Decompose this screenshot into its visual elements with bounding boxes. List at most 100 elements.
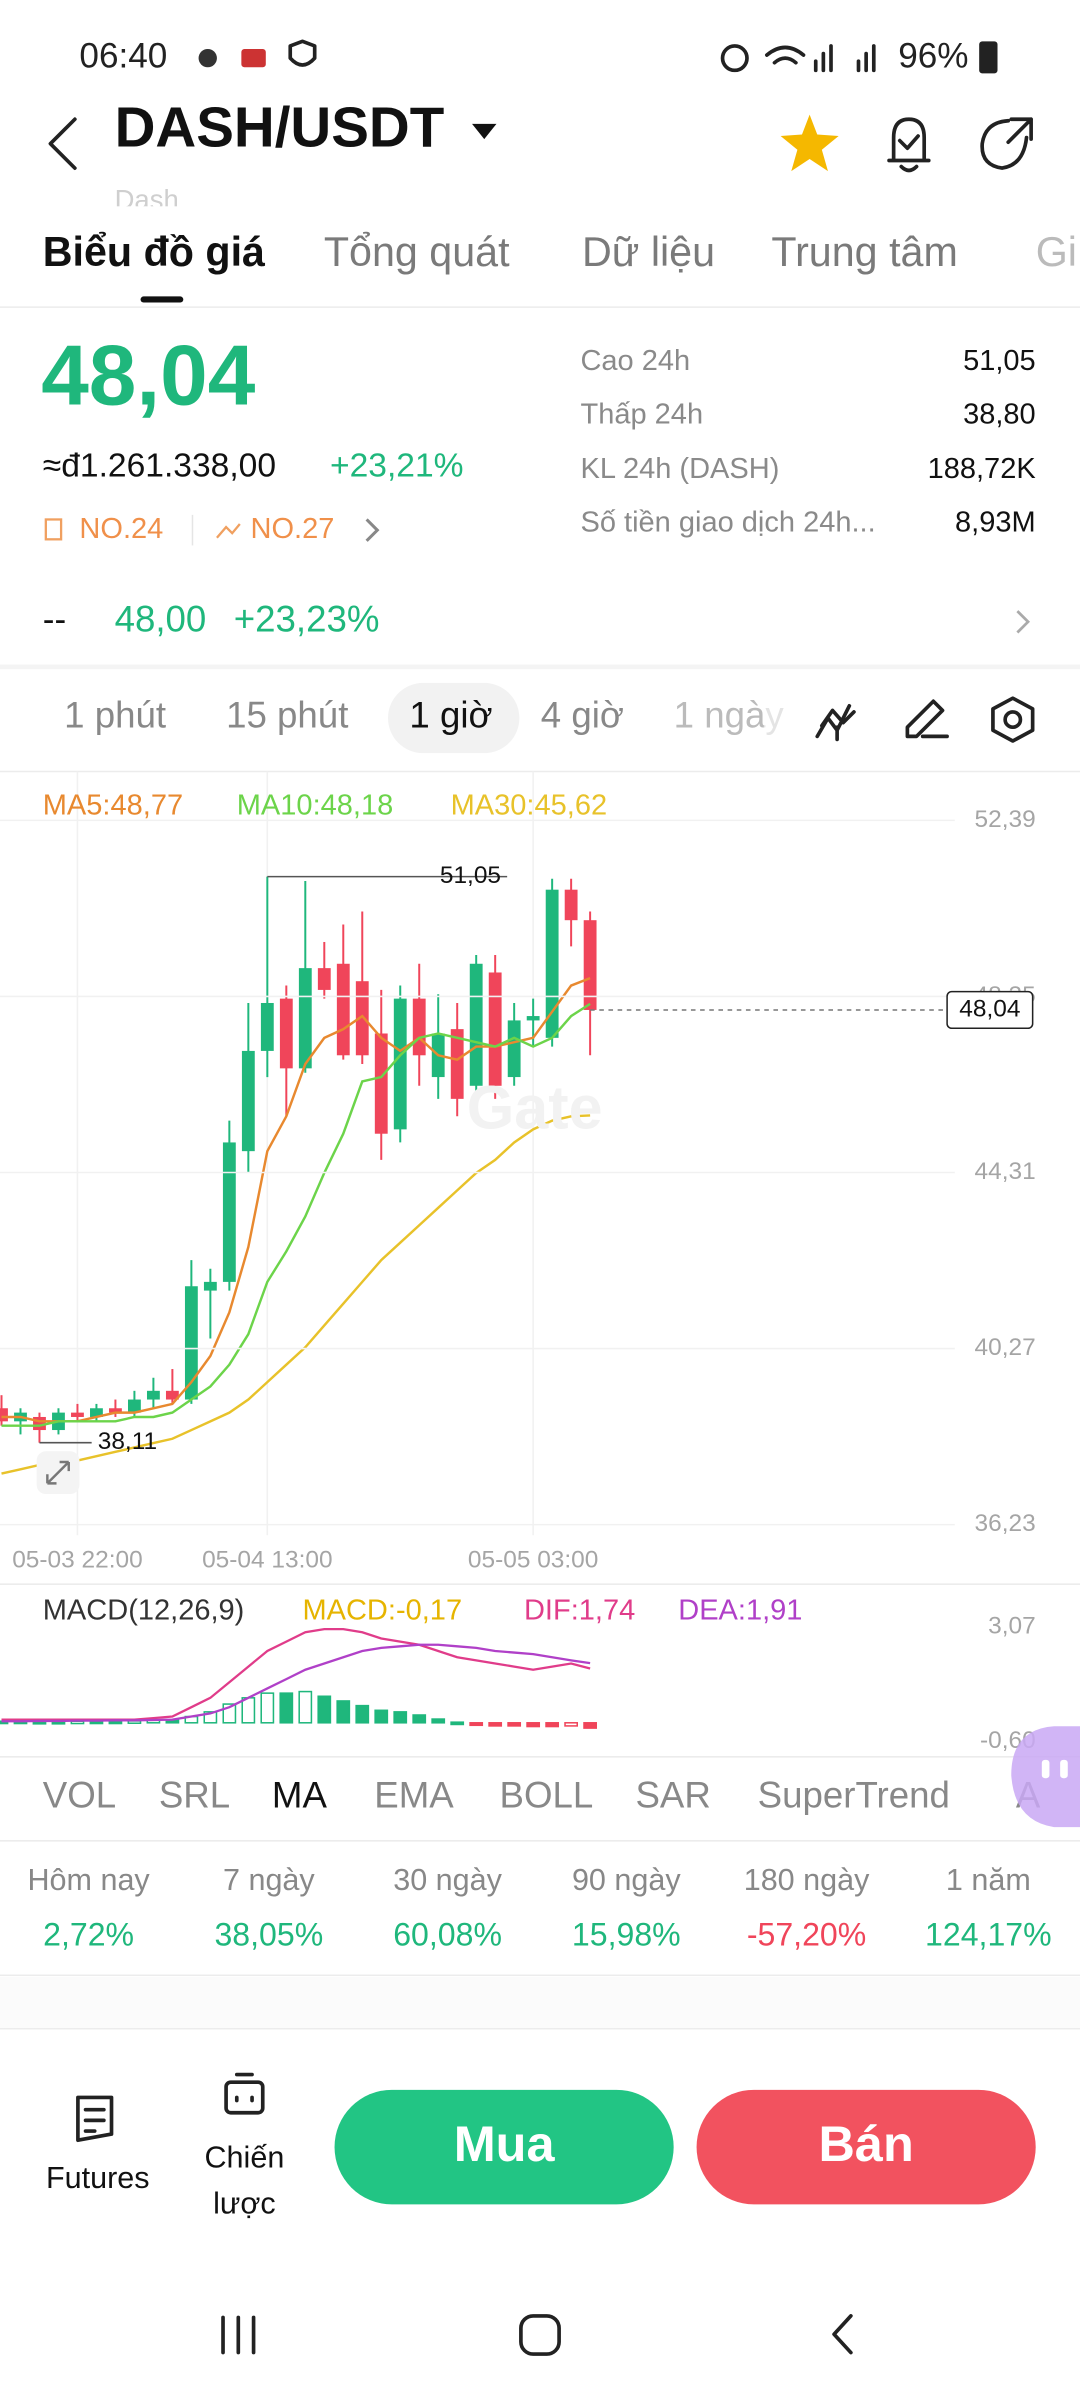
strategy-icon[interactable] [224,2080,265,2115]
sell-label[interactable]: Bán [819,2115,914,2172]
buy-button[interactable] [334,2089,674,2205]
nav-back[interactable] [832,2314,853,2355]
rank-icon [44,518,63,541]
candle-body [241,1050,255,1152]
strategy-icon[interactable] [234,2072,254,2103]
back-button[interactable] [48,117,77,170]
macd-bar [279,1692,294,1724]
indicator-tab[interactable]: SRL [159,1775,230,1816]
strategy-button[interactable]: Chiến lược [204,2141,285,2222]
candle-body [488,972,502,1086]
interval[interactable]: 4 giờ [541,695,624,736]
indicator-tab[interactable]: SAR [635,1775,710,1816]
last-price-label: 48,04 [959,995,1020,1022]
strategy-label-box: Chiến lược [204,2141,285,2222]
tab[interactable]: Tổng quát [324,229,510,275]
candle-body [260,1002,274,1051]
indicator-tab[interactable]: MA [272,1775,328,1816]
stat-label: Thấp 24h [580,398,703,430]
performance-label: 180 ngày [744,1863,870,1897]
indicator-button[interactable] [815,703,856,742]
nav-recents[interactable] [221,2315,256,2355]
indicator-tab[interactable]: SuperTrend [758,1775,950,1816]
futures-button[interactable]: Futures [46,2161,150,2195]
macd-bar [412,1714,427,1724]
price-change: +23,21% [330,447,464,484]
performance-row: Hôm nay 2,72% 7 ngày 38,05% 30 ngày 60,08% 90 … [27,1863,1051,1952]
performance-value: 2,72% [43,1917,134,1953]
status-time: 06:40 [79,36,167,75]
candle-body [90,1408,103,1417]
legend-entry: MA30:45,62 [451,789,607,821]
interval[interactable]: 1 phút [64,695,166,736]
alert-button[interactable] [887,117,931,173]
macd-bar [564,1722,579,1727]
buy-label[interactable]: Mua [454,2115,556,2172]
indicator-title: MACD(12,26,9) [43,1594,245,1626]
tab[interactable]: Trung tâm [771,229,957,275]
rank[interactable]: NO.27 [251,513,335,545]
candle-body [71,1412,84,1417]
chevron[interactable] [365,518,380,542]
watermark: Gate [467,1073,603,1141]
tab-indicator [140,296,184,303]
y-tick-label: 52,39 [975,806,1036,833]
last-price-box [946,990,1034,1030]
macd-bar [469,1722,484,1727]
tab[interactable]: Biểu đồ giá [43,229,266,275]
interval[interactable]: 15 phút [226,695,348,736]
battery-icon [979,41,998,74]
performance-value: -57,20% [747,1917,866,1953]
candle-body [450,1029,464,1099]
x-tick-label: 05-04 13:00 [202,1547,332,1574]
assistant-icon [1060,1759,1068,1779]
pair-title[interactable]: DASH/USDT [115,95,445,158]
indicator-tab[interactable]: BOLL [500,1775,594,1816]
interval[interactable]: 1 giờ [409,695,492,736]
performance-value: 38,05% [214,1917,323,1953]
stat-value: 38,80 [963,398,1036,430]
macd-bar [488,1722,503,1727]
rank[interactable]: NO.24 [79,513,163,545]
x-tick-label: 05-05 03:00 [468,1547,598,1574]
performance-label: 7 ngày [223,1863,315,1897]
spacer [0,1976,1080,2029]
futures-icon[interactable] [76,2095,114,2143]
performance-value: 124,17% [925,1917,1052,1953]
indicator-tab[interactable]: EMA [374,1775,454,1816]
performance-value: 15,98% [572,1917,681,1953]
header-mask [0,206,1080,225]
candle-body [526,1016,540,1021]
favorite-button[interactable] [780,114,839,172]
index-label: -- [43,600,66,639]
settings-button[interactable] [1003,710,1023,730]
share-button[interactable] [980,117,1033,170]
candle-body [317,968,331,990]
chevron[interactable] [1016,610,1031,634]
macd-bar [108,1720,123,1725]
candle-body [355,981,369,1056]
macd-bar [241,1697,256,1724]
indicator-tab[interactable]: VOL [43,1775,116,1816]
draw-button[interactable] [905,699,949,739]
tab[interactable]: Gi [1036,229,1077,275]
last-price: 48,04 [41,329,255,424]
macd-bar [336,1700,351,1724]
pair-dropdown[interactable] [472,123,497,140]
candle-body [127,1399,141,1413]
candle-body [184,1286,198,1400]
x-tick-label: 05-03 22:00 [12,1547,142,1574]
tab[interactable]: Dữ liệu [582,229,715,275]
sell-button[interactable] [696,2089,1036,2205]
stat-value: 188,72K [928,453,1037,485]
macd-bar [355,1704,370,1724]
settings-button[interactable] [991,696,1035,743]
nav-home[interactable] [519,2314,561,2356]
battery-level: 96% [898,36,968,75]
candle-body [507,1020,521,1078]
macd-bar [203,1711,218,1724]
performance-label: 1 năm [946,1863,1031,1897]
